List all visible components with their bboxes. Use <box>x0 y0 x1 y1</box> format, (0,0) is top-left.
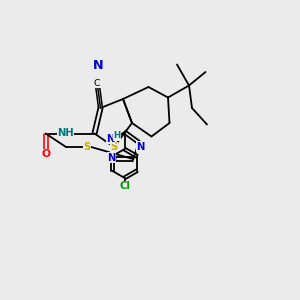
Text: N: N <box>136 142 145 152</box>
Text: N: N <box>93 59 104 73</box>
Text: N: N <box>106 134 114 144</box>
Text: O: O <box>41 149 50 159</box>
Text: S: S <box>110 142 118 152</box>
Text: S: S <box>83 142 91 152</box>
Text: C: C <box>94 79 100 88</box>
Text: N: N <box>107 153 116 163</box>
Text: H: H <box>113 131 120 140</box>
Text: Cl: Cl <box>119 181 130 191</box>
Text: NH: NH <box>57 128 74 139</box>
